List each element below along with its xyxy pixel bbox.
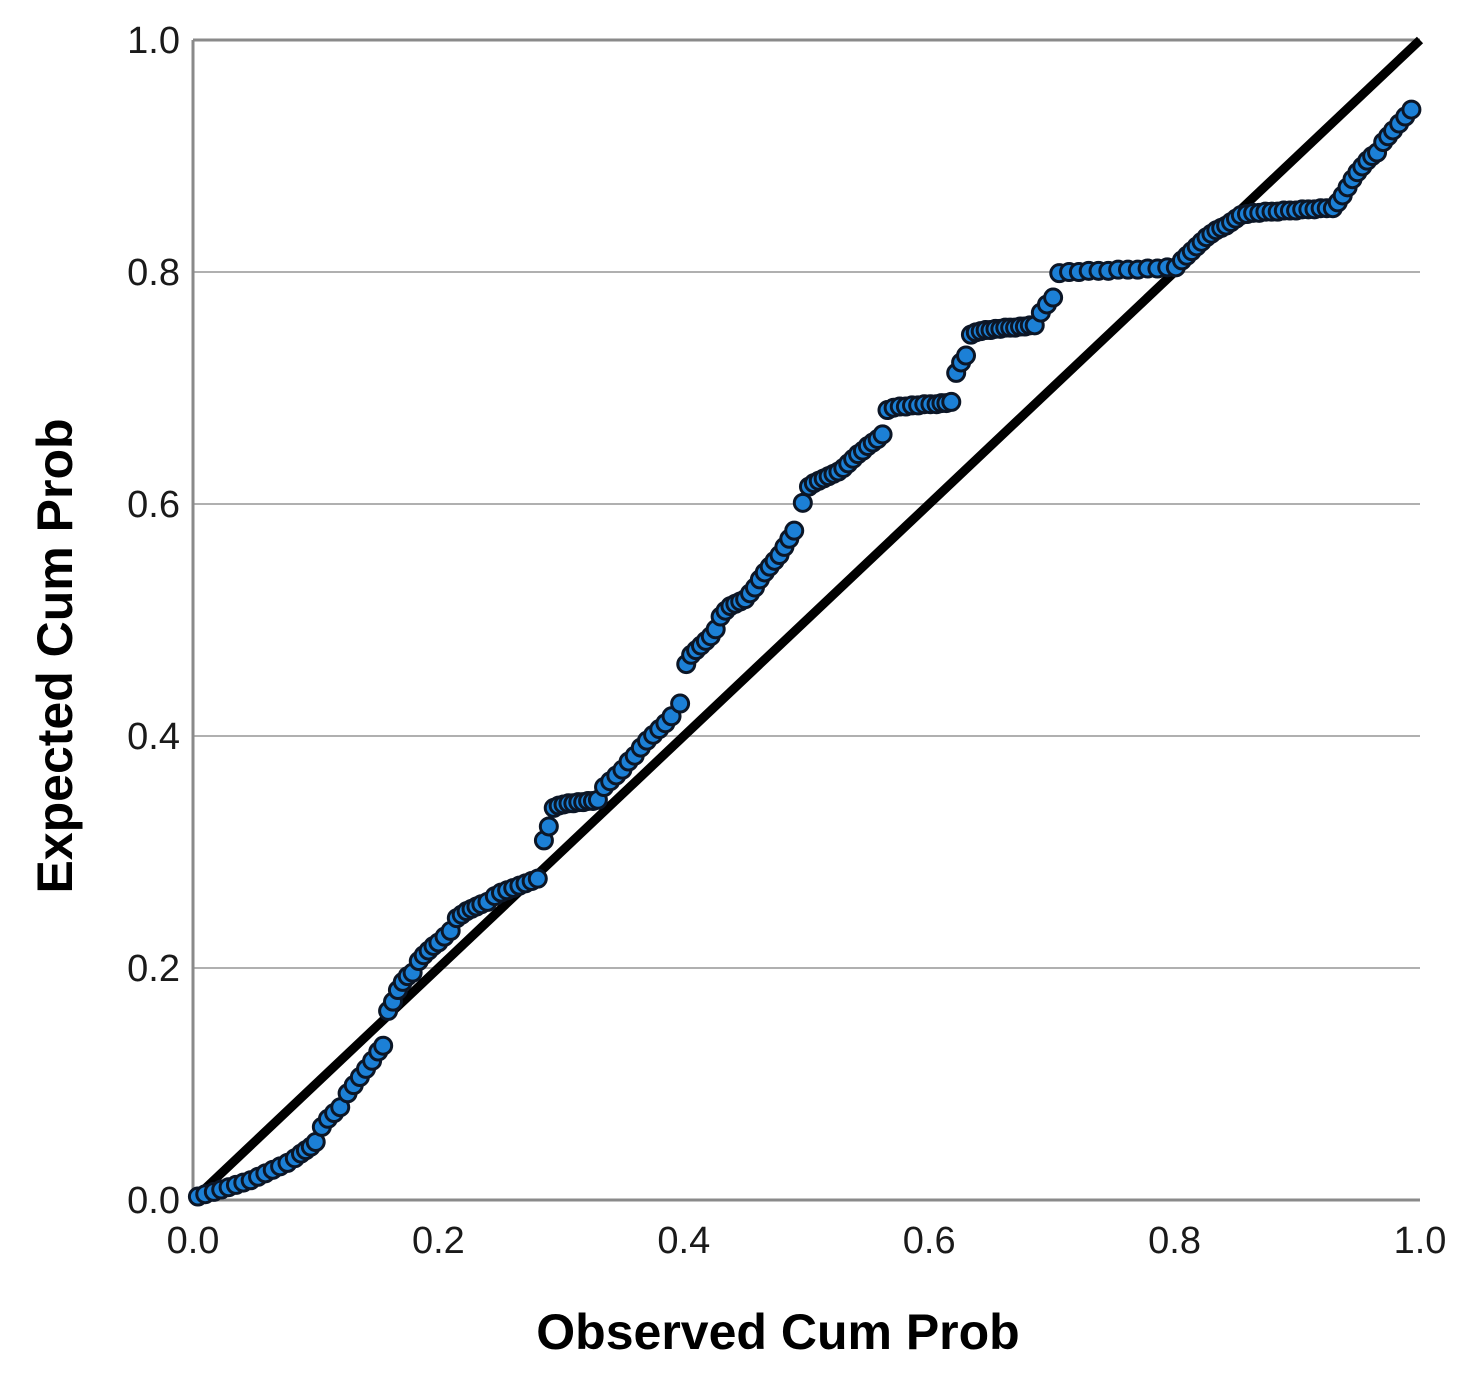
y-axis-title: Expected Cum Prob [27,418,83,894]
data-point [670,693,691,714]
x-tick-label: 1.0 [1394,1220,1447,1262]
y-tick-label: 0.0 [127,1180,180,1222]
data-point [527,868,548,889]
data-point [1401,99,1422,120]
x-tick-label: 0.6 [903,1220,956,1262]
data-point [956,345,977,366]
x-axis-title: Observed Cum Prob [536,1304,1020,1360]
x-tick-label: 0.2 [412,1220,465,1262]
data-point [872,424,893,445]
y-tick-label: 0.4 [127,716,180,758]
y-tick-label: 0.6 [127,484,180,526]
data-point [784,520,805,541]
data-point [1043,287,1064,308]
data-point [792,492,813,513]
data-point [538,816,559,837]
x-tick-label: 0.8 [1148,1220,1201,1262]
x-tick-label: 0.4 [657,1220,710,1262]
data-point [373,1035,394,1056]
y-tick-label: 1.0 [127,20,180,62]
y-tick-label: 0.8 [127,252,180,294]
y-tick-label: 0.2 [127,948,180,990]
data-point [941,391,962,412]
x-tick-label: 0.0 [167,1220,220,1262]
